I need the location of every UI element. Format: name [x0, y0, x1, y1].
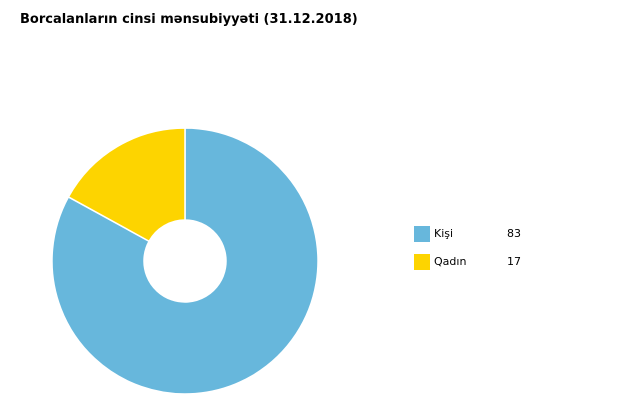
slice-kişi[interactable] — [51, 127, 319, 395]
legend-label: Kişi — [434, 227, 454, 240]
legend-swatch — [414, 254, 430, 270]
chart-title: Borcalanların cinsi mənsubiyyəti (31.12.… — [20, 12, 358, 27]
legend-value: 17 — [507, 255, 521, 268]
slice-qadın[interactable] — [67, 127, 186, 243]
legend-swatch — [414, 226, 430, 242]
legend-value: 83 — [507, 227, 521, 240]
legend-label: Qadın — [434, 255, 467, 268]
